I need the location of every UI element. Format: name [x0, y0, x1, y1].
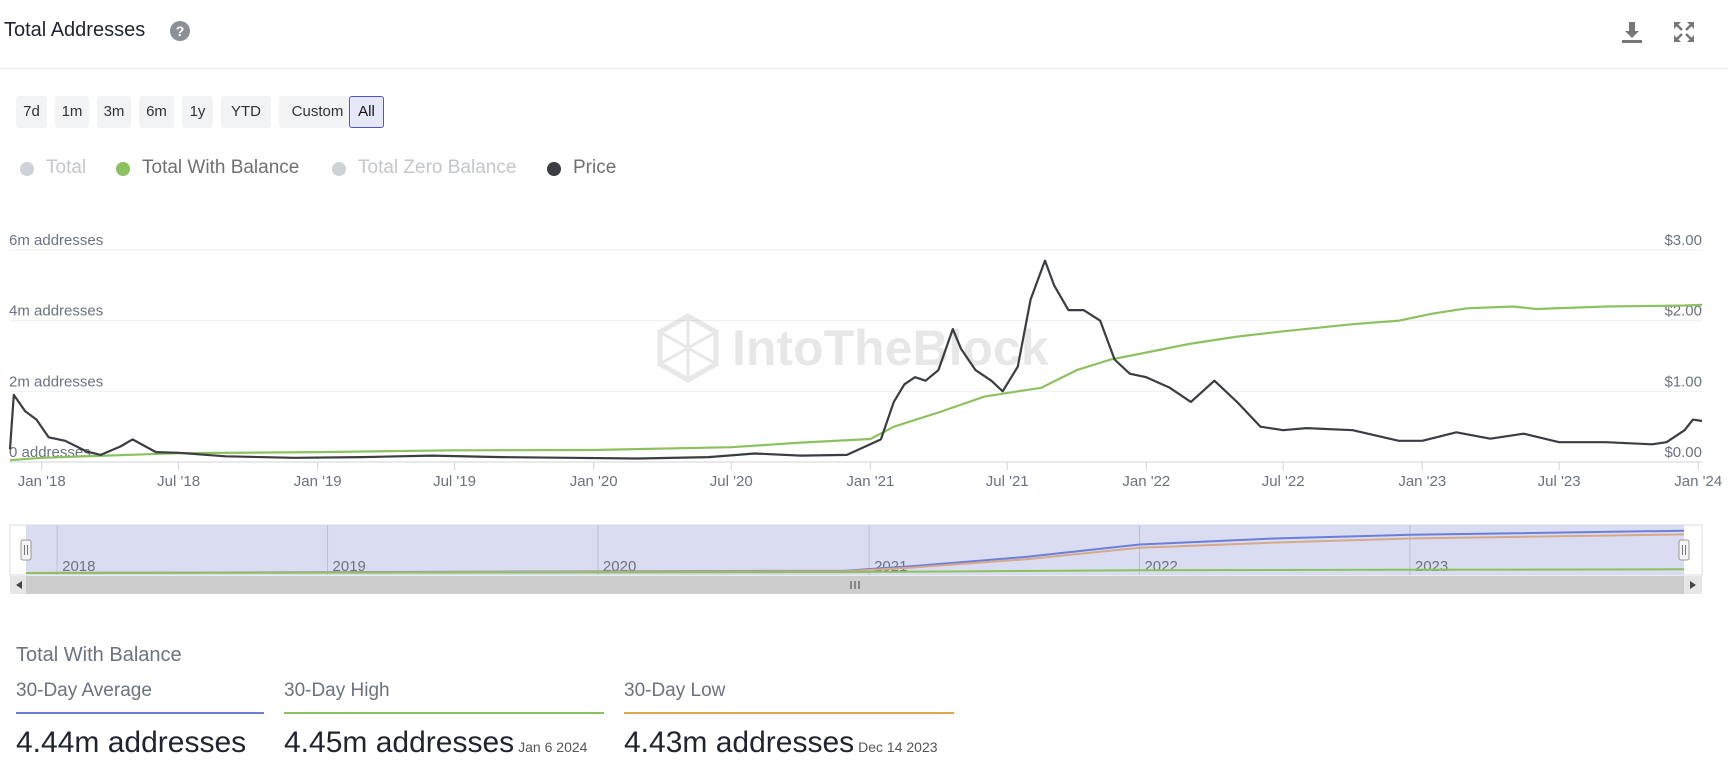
stat-value-text: 4.44m addresses: [16, 726, 247, 759]
y-right-tick-label: $3.00: [1664, 232, 1702, 249]
legend-label: Total Zero Balance: [358, 157, 517, 178]
legend-label: Price: [573, 157, 617, 178]
x-tick-label: Jan '19: [294, 473, 342, 490]
range-6m-button[interactable]: 6m: [139, 96, 174, 128]
y-right-tick-label: $2.00: [1664, 303, 1702, 320]
range-all-button[interactable]: All: [349, 96, 384, 128]
watermark-text: IntoTheBlock: [732, 320, 1049, 376]
series-line-total-with-balance: [9, 303, 1703, 462]
x-tick-label: Jan '18: [18, 473, 66, 490]
legend-dot: [547, 162, 561, 176]
stat-value: 4.45m addresses Jan 6 2024: [284, 726, 587, 760]
range-navigator[interactable]: 2018 2019 2020 2021 2022 2023: [9, 524, 1703, 594]
scroll-right-arrow-icon: [1690, 581, 1696, 589]
x-tick-label: Jan '20: [570, 473, 618, 490]
legend-dot: [332, 162, 346, 176]
stat-underline: [16, 712, 264, 714]
chart-header: Total Addresses ?: [0, 0, 1728, 69]
range-1y-button[interactable]: 1y: [182, 96, 213, 128]
x-axis: Jan '18 Jul '18 Jan '19 Jul '19 Jan '20 Jul '…: [18, 462, 1722, 490]
stat-label: 30-Day Average: [16, 680, 152, 701]
stat-value: 4.44m addresses: [16, 726, 246, 760]
x-tick-label: Jul '22: [1262, 473, 1305, 490]
range-custom-button[interactable]: Custom: [279, 96, 356, 128]
legend-label: Total With Balance: [142, 157, 300, 178]
expand-icon[interactable]: [1670, 18, 1698, 46]
y-right-tick-label: $0.00: [1664, 444, 1702, 461]
watermark-logo-icon: [657, 313, 719, 383]
stat-value-text: 4.43m addresses: [624, 726, 855, 759]
x-tick-label: Jul '21: [986, 473, 1029, 490]
stat-value: 4.43m addresses Dec 14 2023: [624, 726, 938, 760]
stat-underline: [284, 712, 604, 714]
stat-value-text: 4.45m addresses: [284, 726, 515, 759]
x-tick-label: Jan '23: [1398, 473, 1446, 490]
grid-lines: [10, 249, 1702, 463]
stat-label: 30-Day Low: [624, 680, 726, 701]
range-1m-button[interactable]: 1m: [55, 96, 89, 128]
stat-label: 30-Day High: [284, 680, 390, 701]
stat-underline: [624, 712, 954, 714]
series-line-price: [8, 259, 1703, 460]
legend-dot: [20, 162, 34, 176]
navigator-series-line: [25, 533, 1685, 574]
range-3m-button[interactable]: 3m: [97, 96, 131, 128]
scroll-left-arrow-icon: [16, 581, 22, 589]
y-left-tick-label: 2m addresses: [9, 373, 103, 390]
range-ytd-button[interactable]: YTD: [221, 96, 271, 128]
navigator-series-line: [25, 568, 1685, 574]
navigator-left-handle: [20, 539, 32, 561]
y-right-tick-label: $1.00: [1664, 373, 1702, 390]
y-left-tick-label: 4m addresses: [9, 303, 103, 320]
y-left-tick-label: 6m addresses: [9, 232, 103, 249]
navigator-year-label: 2018: [62, 558, 95, 575]
stats-title: Total With Balance: [16, 644, 182, 666]
x-tick-label: Jul '19: [433, 473, 476, 490]
x-tick-label: Jul '20: [710, 473, 753, 490]
x-tick-label: Jul '23: [1538, 473, 1581, 490]
legend-label: Total: [46, 157, 87, 178]
x-tick-label: Jan '24: [1674, 473, 1722, 490]
chart-title: Total Addresses: [4, 19, 146, 41]
range-7d-button[interactable]: 7d: [16, 96, 47, 128]
stat-date: Jan 6 2024: [518, 739, 588, 755]
download-icon[interactable]: [1618, 18, 1646, 46]
legend-dot: [116, 162, 130, 176]
stat-date: Dec 14 2023: [858, 739, 938, 755]
series-lines: [8, 259, 1703, 462]
navigator-year-label: 2019: [333, 558, 366, 575]
navigator-selection: [26, 525, 1684, 575]
x-tick-label: Jan '22: [1122, 473, 1170, 490]
watermark: IntoTheBlock: [657, 313, 1049, 383]
x-tick-label: Jul '18: [157, 473, 200, 490]
y-axis-right: $0.00 $1.00 $2.00 $3.00: [1664, 232, 1702, 461]
question-circle-icon[interactable]: ?: [170, 21, 190, 41]
navigator-year-label: 2022: [1144, 558, 1177, 575]
x-tick-label: Jan '21: [846, 473, 894, 490]
navigator-year-label: 2023: [1415, 558, 1448, 575]
stats-panel: Total With Balance 30-Day Average 4.44m …: [16, 640, 1016, 780]
navigator-right-handle: [1678, 539, 1690, 561]
